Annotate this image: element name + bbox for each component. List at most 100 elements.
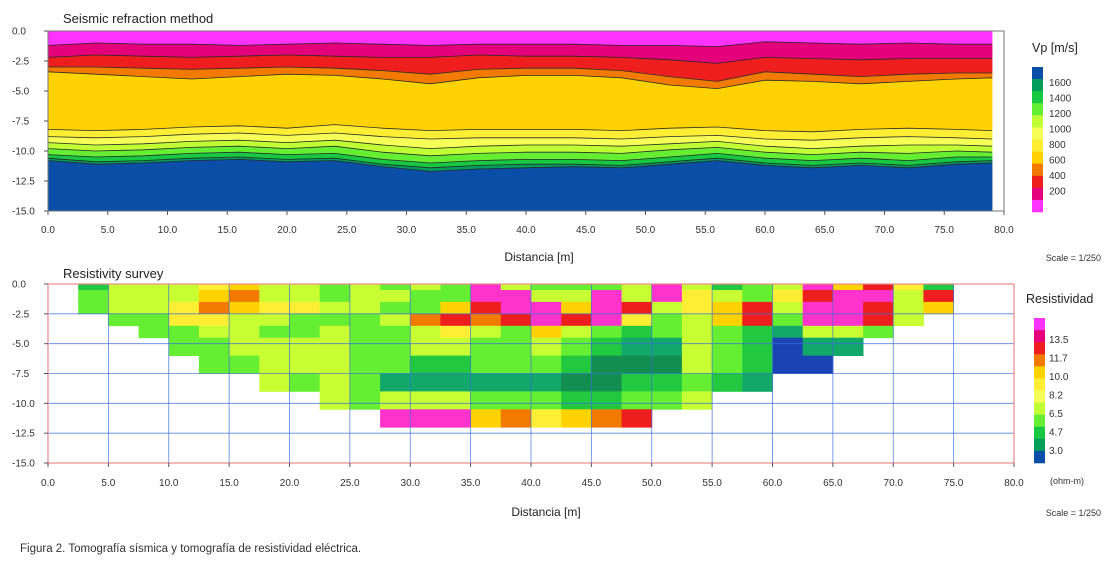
resistivity-cell (742, 284, 773, 291)
resistivity-cell (319, 391, 351, 410)
x-tick-label: 25.0 (340, 478, 360, 489)
contour-line (47, 151, 993, 164)
resistivity-cell (108, 284, 200, 291)
resistivity-cell (802, 355, 834, 374)
x-tick-label: 30.0 (397, 225, 417, 236)
resistivity-cell (561, 313, 592, 327)
resistivity-cell (893, 301, 924, 315)
legend-swatch (1032, 103, 1043, 116)
resistivity-cell (229, 313, 290, 327)
resistivity-cell (410, 355, 472, 374)
x-tick-label: 55.0 (696, 225, 716, 236)
resistivity-cell (470, 284, 502, 291)
resistivity-cell (742, 337, 773, 356)
y-tick-label: -2.5 (12, 309, 30, 320)
y-tick-label: -12.5 (12, 177, 35, 188)
resistivity-cell (410, 290, 472, 303)
figure-caption: Figura 2. Tomografía sísmica y tomografí… (20, 543, 362, 555)
resistivity-cell (893, 284, 924, 291)
y-tick-label: 0.0 (12, 27, 26, 38)
legend-tick-label: 10.0 (1049, 372, 1069, 383)
resistivity-cell (440, 325, 471, 339)
resistivity-cell (772, 284, 804, 291)
resistivity-cell (742, 301, 773, 315)
x-tick-label: 25.0 (337, 225, 357, 236)
resistivity-cell (319, 284, 351, 291)
resistivity-legend: Resistividad (ohm-m) 13.5 11.7 10.0 8.2 6.5 4… (1026, 292, 1093, 486)
resistivity-cell (651, 313, 683, 327)
resistivity-cell (349, 391, 381, 410)
resistivity-cell (742, 313, 773, 327)
resistivity-cell (531, 409, 562, 428)
resistivity-cell (259, 355, 351, 374)
resistivity-cell (229, 290, 260, 303)
seismic-velocity-bands (47, 30, 993, 212)
resistivity-cell (561, 355, 592, 374)
legend-tick-label: 600 (1049, 156, 1066, 167)
resistivity-cell (863, 301, 894, 315)
resistivity-title: Resistivity survey (63, 266, 164, 281)
resistivity-cell (198, 284, 230, 291)
legend-tick-label: 4.7 (1049, 428, 1063, 439)
legend-tick-label: 1400 (1049, 94, 1072, 105)
legend-tick-label: 6.5 (1049, 409, 1063, 420)
contour-line (47, 132, 993, 141)
legend-tick-label: 1000 (1049, 125, 1072, 136)
resistivity-panel: 0.0 -2.5 -5.0 -7.5 -10.0 -12.5 -15.0 0.0 5.0 10.… (12, 266, 1101, 519)
resistivity-cell (531, 313, 562, 327)
contour-line (47, 156, 993, 169)
resistivity-cell (832, 337, 864, 356)
x-tick-label: 35.0 (457, 225, 477, 236)
x-tick-label: 60.0 (763, 478, 783, 489)
legend-tick-label: 13.5 (1049, 335, 1069, 346)
resistivity-cell (742, 373, 773, 392)
resistivity-cell (772, 290, 804, 303)
resistivity-cell (712, 290, 743, 303)
contour-line (47, 145, 993, 157)
resistivity-legend-unit: (ohm-m) (1050, 476, 1084, 486)
legend-swatch (1034, 402, 1045, 415)
resistivity-cell (561, 337, 592, 356)
resistivity-cell (802, 284, 834, 291)
resistivity-cell (289, 373, 321, 392)
resistivity-cell (832, 301, 864, 315)
resistivity-cell (561, 409, 592, 428)
resistivity-cell (712, 313, 743, 327)
y-tick-label: -2.5 (12, 57, 30, 68)
resistivity-cell (832, 290, 894, 303)
resistivity-cell (772, 355, 804, 374)
legend-tick-label: 11.7 (1049, 354, 1068, 365)
resistivity-cell (319, 290, 351, 303)
resistivity-cell (712, 355, 743, 374)
x-tick-label: 35.0 (461, 478, 481, 489)
legend-swatch (1032, 151, 1043, 164)
resistivity-cell (772, 313, 804, 327)
resistivity-cell (712, 337, 743, 356)
resistivity-cell (380, 391, 472, 410)
resistivity-cell (591, 355, 683, 374)
resistivity-cell (681, 373, 713, 392)
resistivity-cell (621, 284, 653, 291)
legend-swatch (1034, 318, 1045, 331)
resistivity-cell (712, 284, 743, 291)
x-tick-label: 65.0 (823, 478, 843, 489)
figure: 0.0 -2.5 -5.0 -7.5 -10.0 -12.5 -15.0 0.0 5.0 10.… (12, 11, 1101, 519)
resistivity-scale-note: Scale = 1/250 (1046, 508, 1101, 518)
legend-swatch (1032, 139, 1043, 152)
x-tick-label: 10.0 (158, 225, 178, 236)
resistivity-cell (681, 325, 713, 339)
resistivity-cell (531, 337, 562, 356)
resistivity-cell (863, 325, 894, 339)
x-tick-label: 75.0 (935, 225, 955, 236)
resistivity-cell (591, 301, 622, 315)
seismic-x-axis-label: Distancia [m] (504, 250, 573, 264)
contour-line (47, 139, 993, 150)
resistivity-cell (802, 337, 834, 356)
resistivity-cell (681, 290, 713, 303)
seismic-y-ticks: 0.0 -2.5 -5.0 -7.5 -10.0 -12.5 -15.0 (12, 27, 48, 218)
resistivity-cell (108, 301, 170, 315)
resistivity-cell (380, 409, 472, 428)
legend-swatch (1032, 187, 1043, 201)
resistivity-cell (78, 284, 109, 291)
resistivity-cell (440, 284, 471, 291)
